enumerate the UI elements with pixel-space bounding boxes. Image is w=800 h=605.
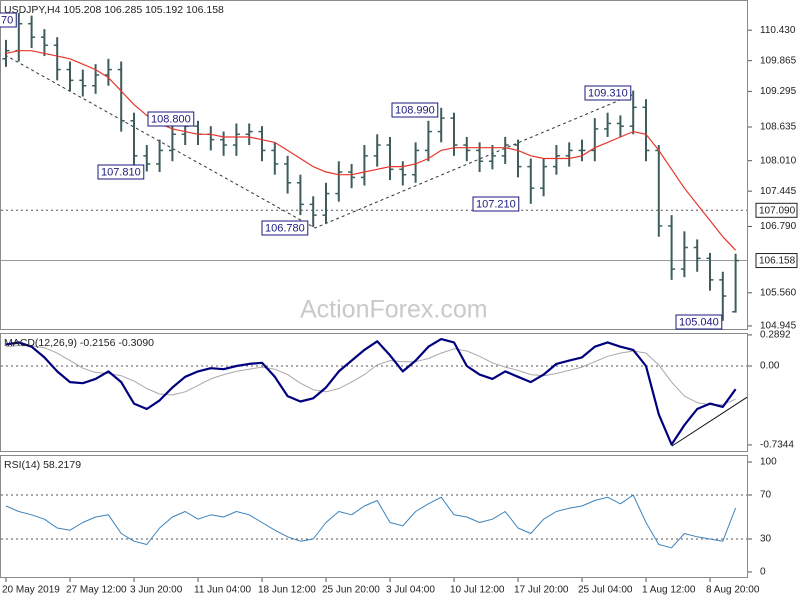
y-tick-label: 30 <box>760 534 772 545</box>
level-label-box <box>755 253 798 269</box>
panel-frame <box>0 455 748 578</box>
y-tick-label: 109.295 <box>760 86 797 97</box>
x-tick-label: 3 Jul 04:00 <box>386 585 435 596</box>
price-note: 70 <box>1 14 13 26</box>
price-note-box <box>0 12 17 28</box>
level-label-box <box>755 202 798 218</box>
price-note: 105.040 <box>679 316 719 328</box>
y-tick-label: 0.2892 <box>760 330 791 341</box>
x-tick-label: 3 Jun 20:00 <box>130 585 183 596</box>
trend-line <box>4 54 633 229</box>
y-tick-label: -0.7344 <box>760 440 794 451</box>
panel-2: 100 70 30 0 RSI(14) 58.2179 <box>0 455 777 578</box>
y-tick-label: 0 <box>760 567 766 578</box>
price-note: 107.810 <box>101 166 141 178</box>
price-note-box <box>147 111 195 127</box>
x-tick-label: 25 Jul 04:00 <box>578 585 633 596</box>
x-tick-label: 25 Jun 20:00 <box>322 585 380 596</box>
level-label: 107.090 <box>759 205 796 216</box>
price-note-box <box>472 196 520 212</box>
price-note: 108.800 <box>151 113 191 125</box>
x-tick-label: 17 Jul 20:00 <box>514 585 569 596</box>
x-tick-label: 27 May 12:00 <box>66 585 127 596</box>
plot-area <box>1 338 747 447</box>
price-note: 108.990 <box>395 104 435 116</box>
y-tick-label: 100 <box>760 457 777 468</box>
y-tick-label: 107.445 <box>760 186 797 197</box>
moving-average <box>5 50 737 251</box>
y-tick-label: 0.00 <box>760 361 780 372</box>
x-tick-label: 10 Jul 12:00 <box>450 585 505 596</box>
series-line <box>5 345 736 406</box>
price-note-box <box>584 85 632 101</box>
price-note: 107.210 <box>476 198 516 210</box>
panel-title: MACD(12,26,9) -0.2156 -0.3090 <box>4 337 154 349</box>
plot-area <box>1 12 747 321</box>
series-line <box>5 494 737 549</box>
trend-line <box>671 396 747 447</box>
panel-0: 110.430 109.865 109.295 108.635 108.010 107.4… <box>0 0 798 332</box>
plot-area <box>1 494 747 549</box>
price-note: 106.780 <box>265 222 305 234</box>
x-tick-label: 1 Aug 12:00 <box>642 585 696 596</box>
y-tick-label: 105.560 <box>760 287 797 298</box>
level-label: 106.158 <box>759 256 796 267</box>
x-tick-label: 18 Jun 12:00 <box>258 585 316 596</box>
price-note-box <box>97 164 145 180</box>
x-tick-label: 20 May 2019 <box>2 585 60 596</box>
panel-title: RSI(14) 58.2179 <box>4 459 81 471</box>
price-note-box <box>675 314 723 330</box>
price-note-box <box>391 102 439 118</box>
y-tick-label: 110.430 <box>760 25 796 36</box>
watermark: ActionForex.com <box>300 296 488 324</box>
x-tick-label: 8 Aug 20:00 <box>706 585 760 596</box>
y-tick-label: 108.010 <box>760 155 797 166</box>
y-tick-label: 104.945 <box>760 321 797 332</box>
panel-1: 0.2892 0.00 -0.7344 MACD(12,26,9) -0.2156 -… <box>0 330 794 452</box>
series-line <box>5 338 737 446</box>
y-tick-label: 108.635 <box>760 122 797 133</box>
y-tick-label: 70 <box>760 490 772 501</box>
price-note: 109.310 <box>588 87 628 99</box>
panel-title: USDJPY,H4 105.208 106.285 105.192 106.15… <box>4 4 224 16</box>
x-tick-label: 11 Jun 04:00 <box>194 585 252 596</box>
y-tick-label: 106.790 <box>760 221 797 232</box>
y-tick-label: 109.865 <box>760 55 797 66</box>
price-note-box <box>261 220 309 236</box>
